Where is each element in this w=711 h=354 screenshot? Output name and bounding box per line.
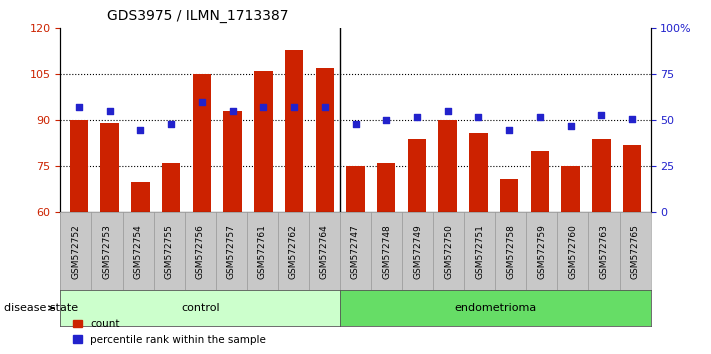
- Point: [134, 127, 146, 132]
- Bar: [162, 163, 181, 212]
- Point: [626, 116, 638, 121]
- Point: [596, 112, 607, 118]
- Point: [411, 114, 422, 120]
- Point: [534, 114, 545, 120]
- Text: GSM572757: GSM572757: [227, 224, 236, 279]
- Bar: [530, 151, 549, 212]
- Bar: [254, 71, 272, 212]
- Point: [473, 114, 484, 120]
- Point: [104, 108, 115, 114]
- Bar: [439, 120, 457, 212]
- Point: [289, 105, 300, 110]
- Point: [227, 108, 238, 114]
- Point: [350, 121, 361, 127]
- Text: GSM572765: GSM572765: [631, 224, 639, 279]
- Point: [166, 121, 177, 127]
- Legend: count, percentile rank within the sample: count, percentile rank within the sample: [69, 315, 270, 349]
- Bar: [285, 50, 304, 212]
- Point: [503, 127, 515, 132]
- Bar: [223, 111, 242, 212]
- Text: disease state: disease state: [4, 303, 77, 313]
- Text: endometrioma: endometrioma: [454, 303, 536, 313]
- Text: GSM572760: GSM572760: [568, 224, 577, 279]
- Text: GSM572752: GSM572752: [72, 224, 80, 279]
- Bar: [500, 179, 518, 212]
- Text: GSM572755: GSM572755: [165, 224, 173, 279]
- Text: GDS3975 / ILMN_1713387: GDS3975 / ILMN_1713387: [107, 9, 288, 23]
- Bar: [193, 74, 211, 212]
- Text: GSM572761: GSM572761: [258, 224, 267, 279]
- Text: GSM572756: GSM572756: [196, 224, 205, 279]
- Point: [380, 118, 392, 123]
- Text: GSM572754: GSM572754: [134, 224, 143, 279]
- Bar: [623, 145, 641, 212]
- Point: [442, 108, 454, 114]
- Bar: [346, 166, 365, 212]
- Point: [196, 99, 208, 105]
- Bar: [377, 163, 395, 212]
- Text: GSM572758: GSM572758: [506, 224, 515, 279]
- Point: [319, 105, 331, 110]
- Bar: [469, 133, 488, 212]
- Text: GSM572762: GSM572762: [289, 224, 298, 279]
- Text: GSM572764: GSM572764: [320, 224, 329, 279]
- Bar: [70, 120, 88, 212]
- Point: [257, 105, 269, 110]
- Bar: [131, 182, 149, 212]
- Text: GSM572747: GSM572747: [351, 224, 360, 279]
- Bar: [316, 68, 334, 212]
- Text: GSM572751: GSM572751: [475, 224, 484, 279]
- Bar: [592, 139, 611, 212]
- Text: GSM572749: GSM572749: [413, 224, 422, 279]
- Point: [565, 123, 577, 129]
- Bar: [407, 139, 426, 212]
- Text: GSM572750: GSM572750: [444, 224, 453, 279]
- Point: [73, 105, 85, 110]
- Text: control: control: [181, 303, 220, 313]
- Text: GSM572753: GSM572753: [102, 224, 112, 279]
- Text: GSM572763: GSM572763: [599, 224, 609, 279]
- Bar: [562, 166, 580, 212]
- Text: GSM572748: GSM572748: [382, 224, 391, 279]
- Text: GSM572759: GSM572759: [538, 224, 546, 279]
- Bar: [100, 124, 119, 212]
